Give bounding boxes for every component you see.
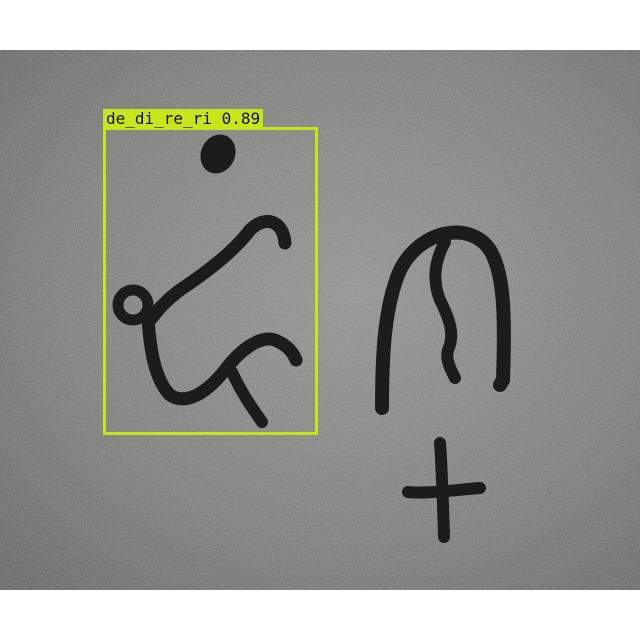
detection-bounding-box — [103, 127, 318, 435]
glyph-dot — [200, 134, 236, 174]
glyph-arch-inner — [429, 236, 461, 384]
glyph-cross-vertical — [434, 437, 450, 543]
stone-tablet-photo — [0, 50, 640, 590]
glyph-bird-body — [141, 311, 303, 406]
stone-surface — [0, 50, 640, 590]
ink-glyphs — [112, 134, 511, 543]
glyph-arch — [375, 225, 511, 415]
glyph-arch-right-foot — [493, 373, 510, 392]
glyph-bird-leg — [226, 366, 268, 428]
glyph-bird-upper — [143, 215, 292, 327]
detection-label: de_di_re_ri 0.89 — [103, 109, 264, 128]
glyph-bird-loop — [112, 284, 154, 326]
